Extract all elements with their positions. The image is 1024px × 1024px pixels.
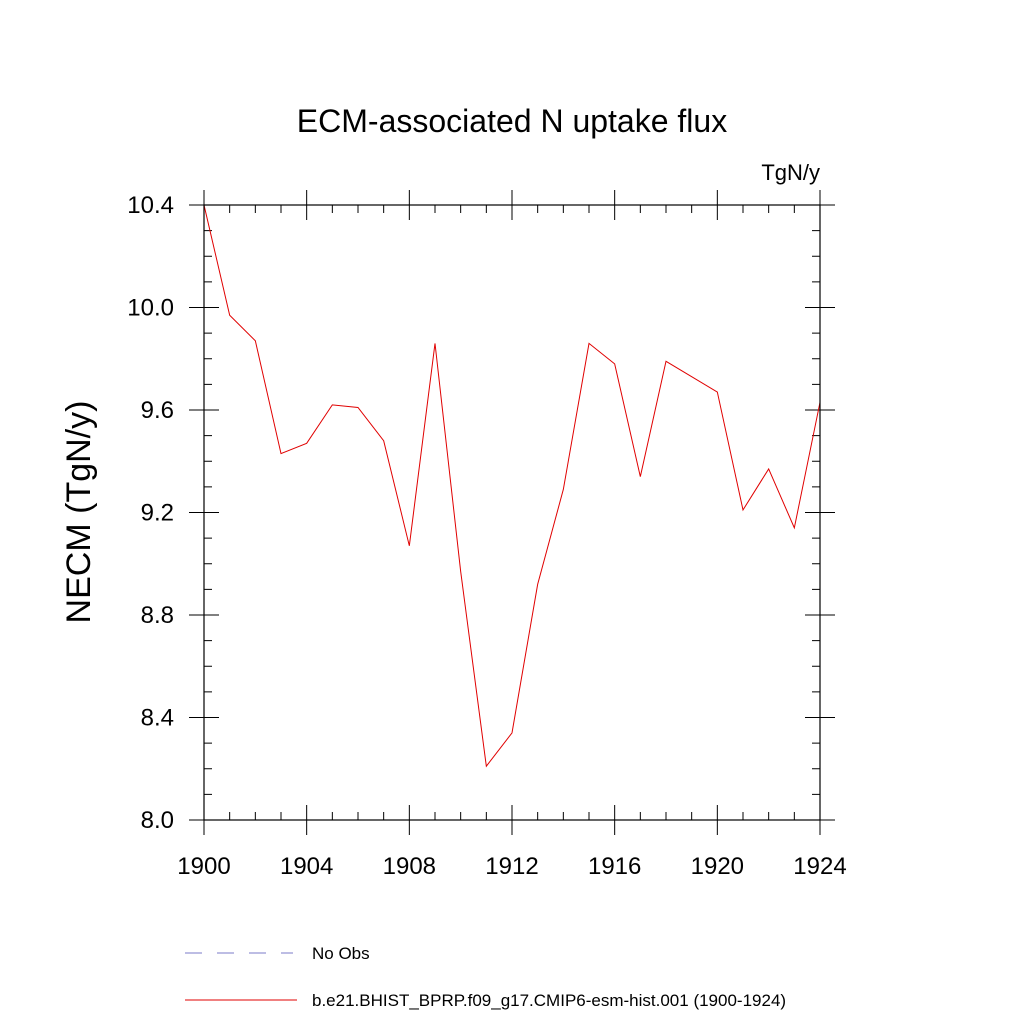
y-tick-label: 10.4 xyxy=(127,192,174,219)
legend-label-model-run: b.e21.BHIST_BPRP.f09_g17.CMIP6-esm-hist.… xyxy=(312,991,786,1010)
plot-frame xyxy=(203,204,821,821)
y-tick-label: 9.6 xyxy=(141,397,174,424)
chart-title: ECM-associated N uptake flux xyxy=(297,103,727,139)
y-tick-label: 9.2 xyxy=(141,500,174,527)
units-label: TgN/y xyxy=(761,160,820,185)
x-tick-label: 1912 xyxy=(485,853,538,880)
ticks xyxy=(189,190,835,835)
x-tick-label: 1900 xyxy=(177,853,230,880)
x-tick-label: 1908 xyxy=(383,853,436,880)
x-tick-label: 1920 xyxy=(691,853,744,880)
series-lines xyxy=(203,204,821,768)
y-tick-label: 8.8 xyxy=(141,602,174,629)
plot-area: 1900 1904 1908 1912 1916 1920 1924 8.0 8.4 8.8 9.2… xyxy=(127,190,847,880)
legend-label-no-obs: No Obs xyxy=(312,944,370,963)
y-tick-label: 8.0 xyxy=(141,807,174,834)
tick-labels: 1900 1904 1908 1912 1916 1920 1924 8.0 8.4 8.8 9.2… xyxy=(127,192,846,880)
y-axis-title: NECM (TgN/y) xyxy=(60,401,98,624)
x-tick-label: 1916 xyxy=(588,853,641,880)
y-tick-label: 10.0 xyxy=(127,295,174,322)
legend: No Obs b.e21.BHIST_BPRP.f09_g17.CMIP6-es… xyxy=(185,944,786,1010)
y-tick-label: 8.4 xyxy=(141,705,174,732)
series-line-1 xyxy=(203,204,821,768)
x-tick-label: 1904 xyxy=(280,853,333,880)
x-tick-label: 1924 xyxy=(793,853,846,880)
